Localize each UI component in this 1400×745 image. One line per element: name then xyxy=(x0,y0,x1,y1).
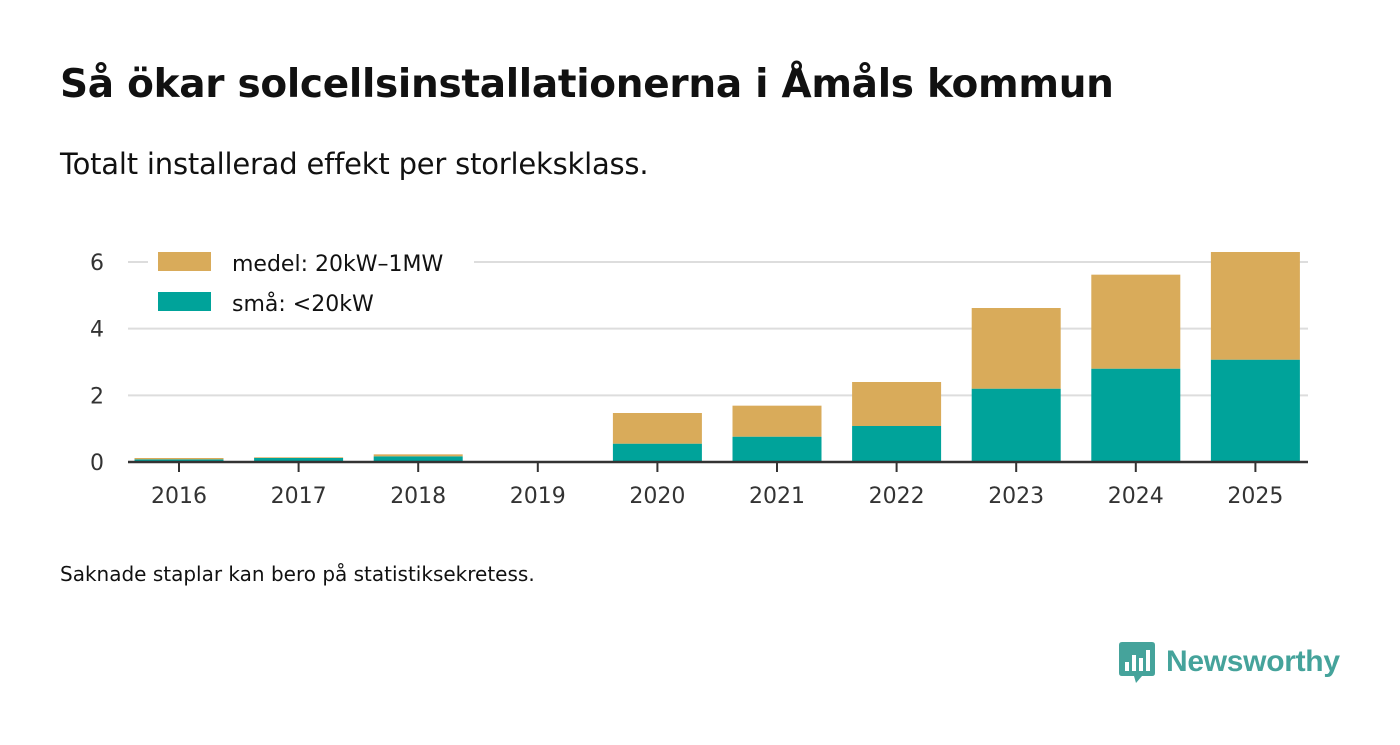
x-tick-label: 2023 xyxy=(988,484,1044,509)
bar-medium-2025 xyxy=(1210,252,1300,360)
newsworthy-logo-icon xyxy=(1119,642,1155,683)
bar-small-2016 xyxy=(134,459,224,462)
y-tick-label: 4 xyxy=(90,318,104,343)
brand-logo: Newsworthy xyxy=(1118,640,1340,684)
bar-small-2023 xyxy=(971,388,1061,462)
bar-medium-2021 xyxy=(732,405,822,437)
bar-medium-2022 xyxy=(852,382,942,426)
bar-medium-2024 xyxy=(1091,274,1181,369)
legend-label-small: små: <20kW xyxy=(232,291,374,317)
x-tick-label: 2020 xyxy=(629,484,685,509)
bar-medium-2020 xyxy=(612,413,702,444)
bars xyxy=(134,252,1300,462)
bar-small-2022 xyxy=(852,426,942,462)
x-tick-label: 2016 xyxy=(151,484,207,509)
bar-small-2021 xyxy=(732,436,822,462)
bar-small-2020 xyxy=(612,443,702,462)
bar-medium-2017 xyxy=(254,457,344,458)
bar-small-2017 xyxy=(254,458,344,462)
bar-small-2018 xyxy=(373,456,463,462)
chart-title: Så ökar solcellsinstallationerna i Åmåls… xyxy=(60,62,1114,107)
legend: medel: 20kW–1MW små: <20kW xyxy=(148,248,474,324)
y-tick-label: 2 xyxy=(90,384,104,409)
chart-subtitle: Totalt installerad effekt per storlekskl… xyxy=(60,147,649,181)
y-tick-label: 6 xyxy=(90,251,104,276)
bar-small-2024 xyxy=(1091,368,1181,462)
x-tick-label: 2017 xyxy=(271,484,327,509)
bar-medium-2016 xyxy=(134,458,224,460)
x-tick-label: 2024 xyxy=(1108,484,1164,509)
x-tick-label: 2019 xyxy=(510,484,566,509)
legend-label-medium: medel: 20kW–1MW xyxy=(232,252,443,277)
legend-swatch-small xyxy=(158,292,211,311)
axes: 0 2 4 6 2016 2017 2018 2019 2020 2021 2022 2023 2024… xyxy=(90,251,1308,509)
x-tick-label: 2025 xyxy=(1227,484,1283,509)
y-tick-label: 0 xyxy=(90,451,104,476)
legend-swatch-medium xyxy=(158,252,211,271)
x-tick-label: 2021 xyxy=(749,484,805,509)
bar-small-2025 xyxy=(1210,359,1300,462)
x-tick-label: 2018 xyxy=(390,484,446,509)
bar-medium-2018 xyxy=(373,454,463,457)
x-tick-label: 2022 xyxy=(869,484,925,509)
brand-name: Newsworthy xyxy=(1166,645,1340,678)
bar-chart: 0 2 4 6 2016 2017 2018 2019 2020 2021 2022 2023 2024… xyxy=(90,248,1308,509)
footnote: Saknade staplar kan bero på statistiksek… xyxy=(60,562,535,586)
bar-medium-2023 xyxy=(971,308,1061,389)
